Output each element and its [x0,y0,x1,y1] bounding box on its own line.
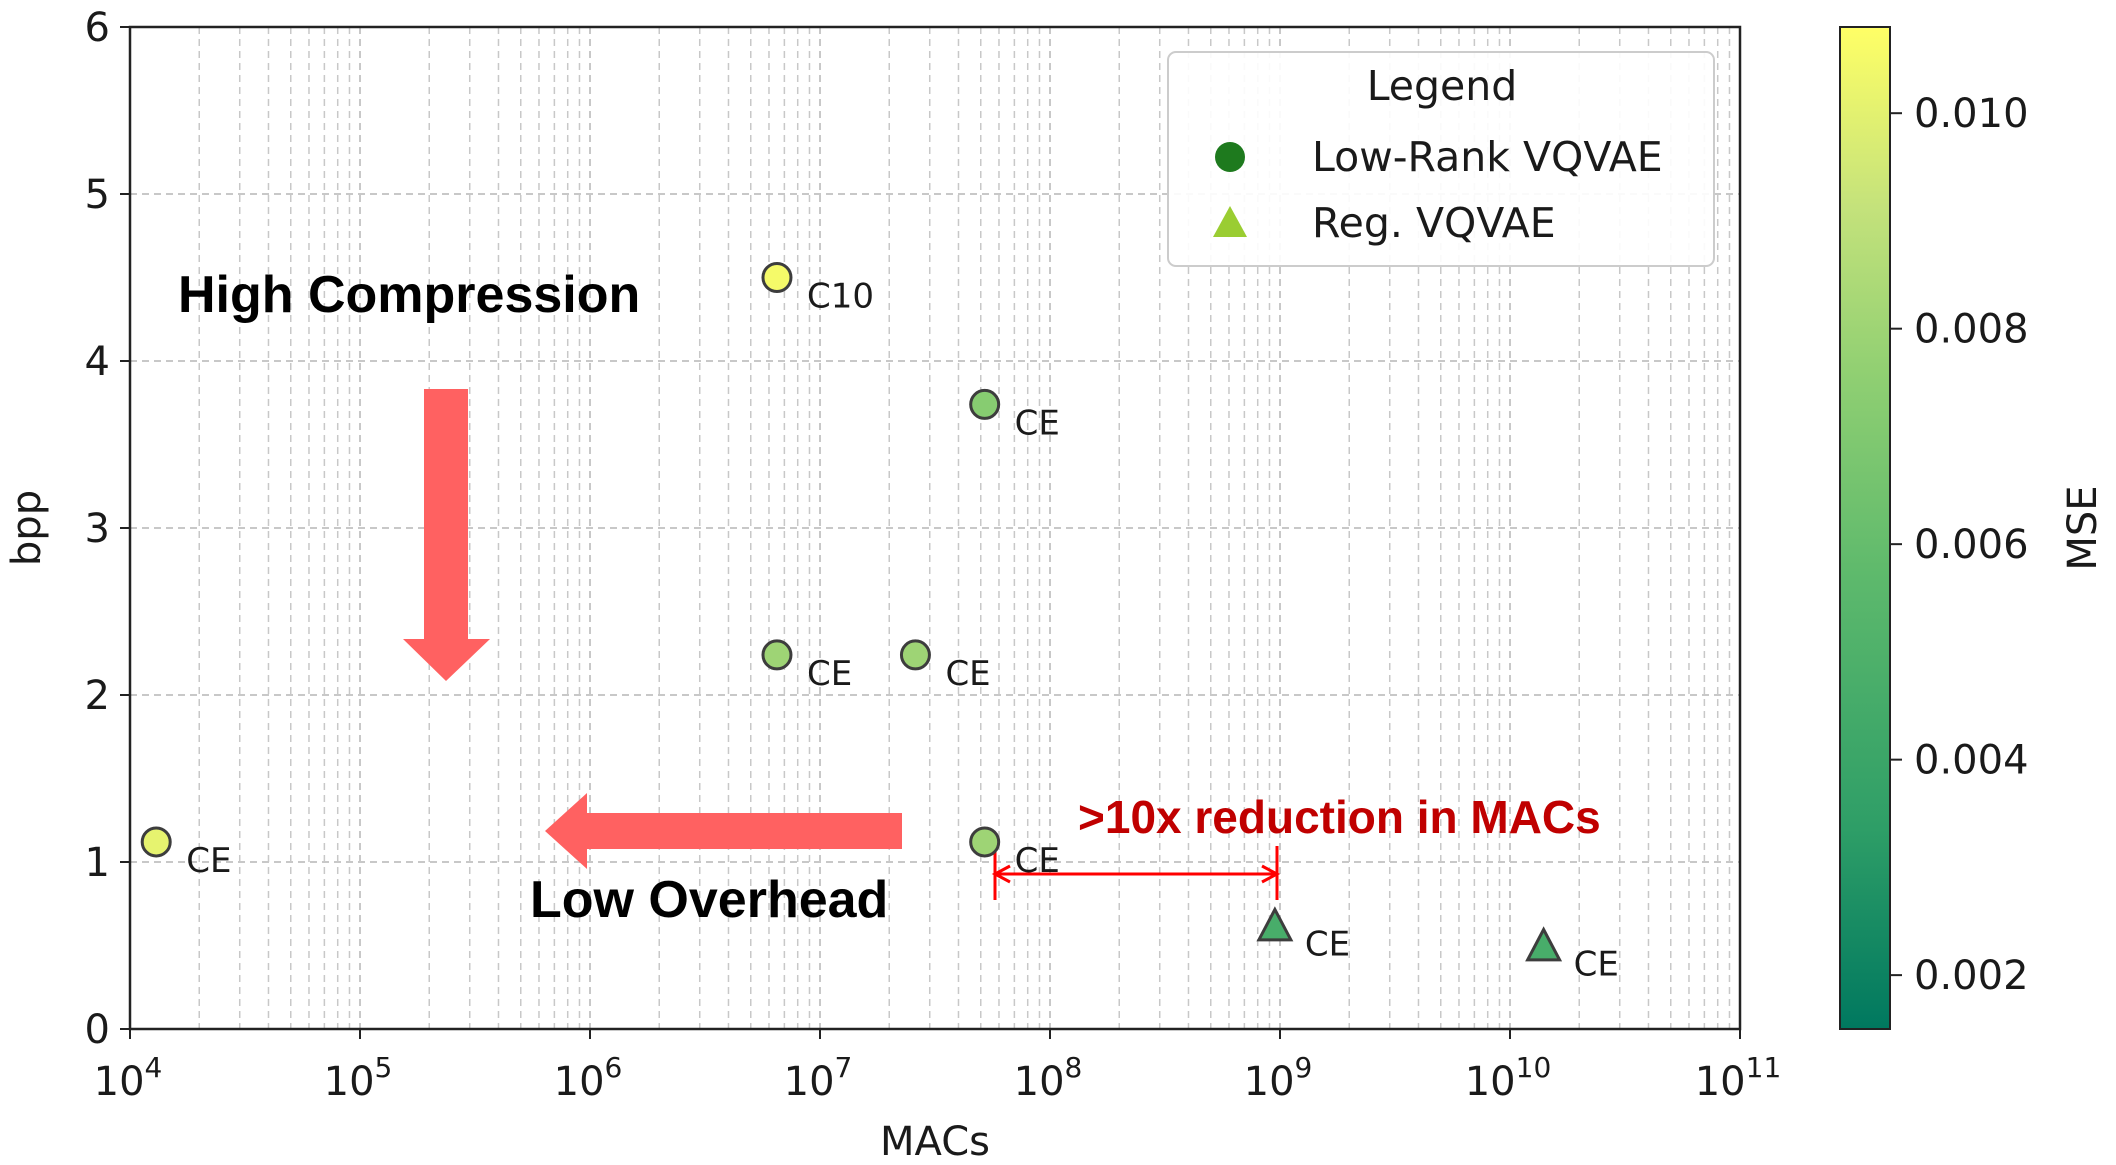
y-tick-label: 4 [85,339,110,385]
colorbar-tick-label: 0.008 [1914,307,2029,353]
data-point [761,639,793,671]
data-point-label: CE [186,841,231,881]
annotations: High Compression Low Overhead >10x reduc… [178,266,1601,929]
x-tick-label: 107 [784,1051,853,1105]
data-points [140,262,1563,962]
data-point [140,826,172,858]
y-tick-label: 3 [85,506,110,552]
x-tick-label: 109 [1244,1051,1313,1105]
high-compression-label: High Compression [178,266,640,324]
x-tick-label: 105 [324,1051,393,1105]
down-arrow-icon [403,389,490,681]
data-point-labels: CE C10 CE CE CE CE CE CE [186,277,1619,985]
data-point-label: C10 [807,277,874,317]
legend-entry-low-rank: Low-Rank VQVAE [1312,133,1663,181]
y-tick-label: 1 [85,840,110,886]
colorbar-tick-label: 0.010 [1914,91,2029,137]
colorbar-tick-label: 0.006 [1914,522,2029,568]
x-tick-label: 1010 [1465,1051,1552,1105]
grid-lines [130,27,1740,1029]
colorbar-label: MSE [2060,485,2106,570]
data-point-label: CE [1574,945,1619,985]
data-point-label: CE [945,654,990,694]
low-overhead-label: Low Overhead [530,871,888,929]
reduction-bracket [991,846,1281,900]
legend-title: Legend [1367,62,1518,110]
legend-circle-icon [1215,142,1245,172]
y-axis-ticks: 0 1 2 3 4 5 6 [85,5,130,1053]
legend: Legend Low-Rank VQVAE Reg. VQVAE [1167,51,1715,267]
y-tick-label: 2 [85,673,110,719]
y-tick-label: 5 [85,172,110,218]
y-tick-label: 6 [85,5,110,51]
left-arrow-icon [545,793,902,869]
x-axis-ticks: 104 105 106 107 108 109 1010 1011 [94,1029,1782,1105]
data-point-label: CE [807,654,852,694]
data-point [761,262,793,293]
colorbar: 0.002 0.004 0.006 0.008 0.010 MSE [1839,26,2106,1030]
colorbar-gradient [1839,26,1891,1030]
colorbar-ticks: 0.002 0.004 0.006 0.008 0.010 [1890,91,2029,999]
data-point-label: CE [1015,841,1060,881]
colorbar-tick-label: 0.004 [1914,738,2029,784]
y-axis-label: bpp [4,490,50,566]
x-tick-label: 1011 [1695,1051,1782,1105]
legend-triangle-icon [1213,206,1247,237]
x-axis-label: MACs [880,1119,990,1165]
y-tick-label: 0 [85,1007,110,1053]
x-tick-label: 104 [94,1051,163,1105]
reduction-label: >10x reduction in MACs [1078,791,1601,843]
legend-entry-reg: Reg. VQVAE [1312,199,1556,247]
data-point [969,388,1001,420]
x-tick-label: 106 [554,1051,623,1105]
data-point [1256,906,1294,942]
legend-box [1167,51,1715,267]
data-point-label: CE [1015,403,1060,443]
data-point [969,826,1001,858]
data-point [1525,926,1563,962]
data-point [899,639,931,671]
data-point-label: CE [1305,924,1350,964]
x-tick-label: 108 [1014,1051,1083,1105]
colorbar-tick-label: 0.002 [1914,953,2029,999]
